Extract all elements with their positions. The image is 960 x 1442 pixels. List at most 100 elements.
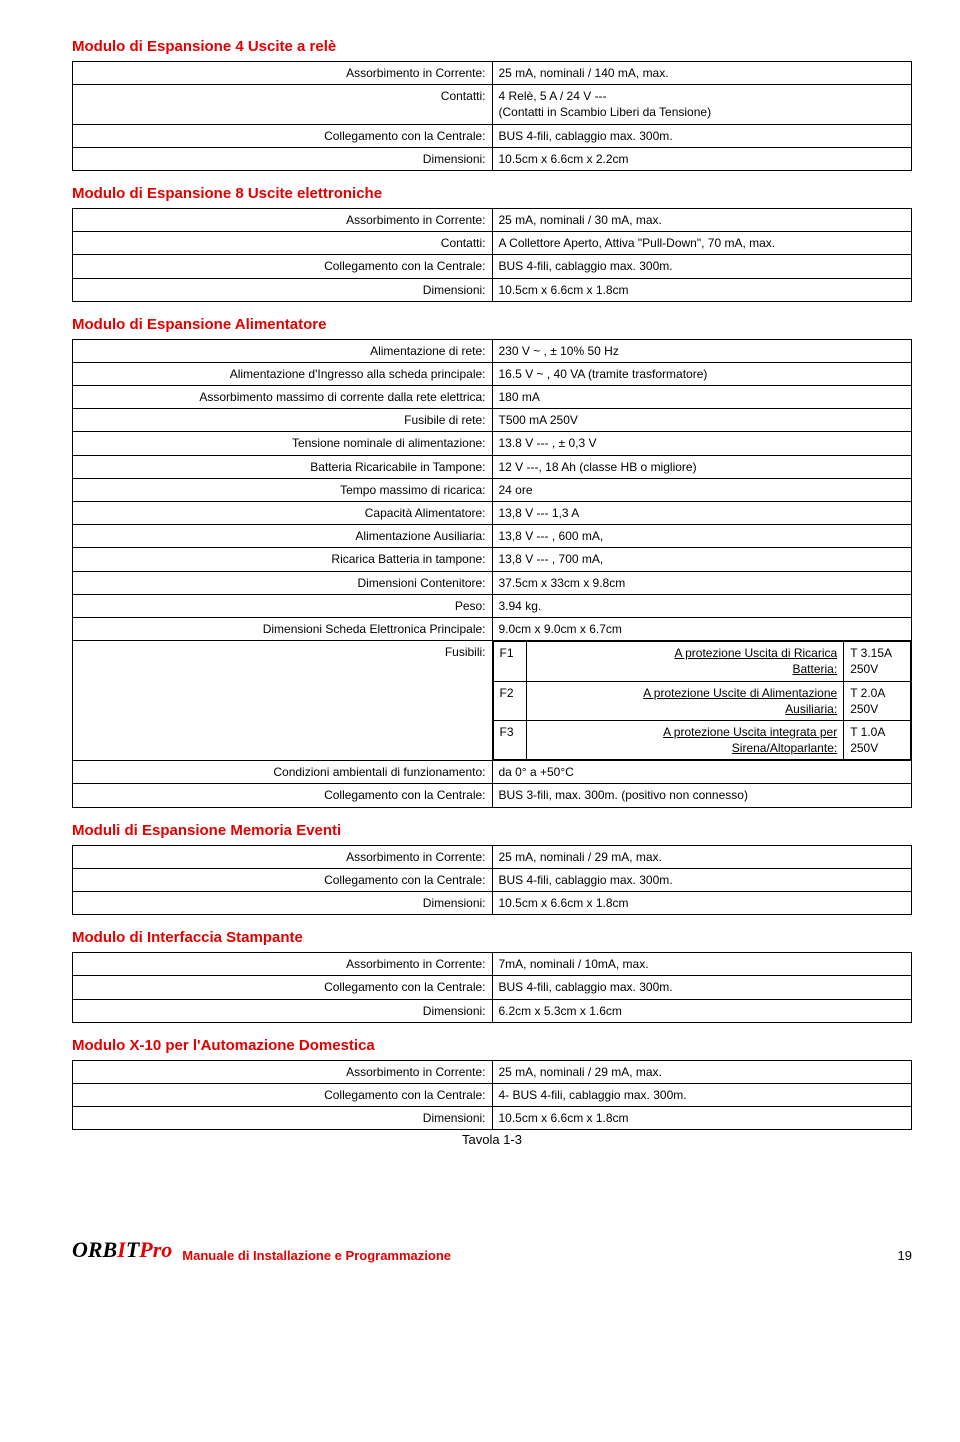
cell-value: 25 mA, nominali / 29 mA, max. xyxy=(492,1060,912,1083)
cell-value: BUS 4-fili, cablaggio max. 300m. xyxy=(492,255,912,278)
cell-value-fusibili: F1 A protezione Uscita di RicaricaBatter… xyxy=(492,641,912,761)
fusibile-desc: A protezione Uscita di RicaricaBatteria: xyxy=(526,642,843,681)
cell-value: BUS 4-fili, cablaggio max. 300m. xyxy=(492,124,912,147)
table-row: Assorbimento in Corrente:25 mA, nominali… xyxy=(73,208,912,231)
table-elettroniche: Assorbimento in Corrente:25 mA, nominali… xyxy=(72,208,912,302)
cell-value: 13,8 V --- , 700 mA, xyxy=(492,548,912,571)
cell-label-fusibili: Fusibili: xyxy=(73,641,493,761)
cell-label: Dimensioni: xyxy=(73,147,493,170)
cell-label: Contatti: xyxy=(73,85,493,124)
cell-value: T500 mA 250V xyxy=(492,409,912,432)
table-row: Tensione nominale di alimentazione:13.8 … xyxy=(73,432,912,455)
cell-label: Collegamento con la Centrale: xyxy=(73,255,493,278)
table-row: Condizioni ambientali di funzionamento:d… xyxy=(73,761,912,784)
footer-left: ORBITPro Manuale di Installazione e Prog… xyxy=(72,1237,451,1263)
cell-label: Alimentazione d'Ingresso alla scheda pri… xyxy=(73,362,493,385)
logo-part: T xyxy=(126,1237,139,1262)
cell-value: 10.5cm x 6.6cm x 1.8cm xyxy=(492,1107,912,1130)
cell-value: 3.94 kg. xyxy=(492,594,912,617)
table-row: Dimensioni Contenitore:37.5cm x 33cm x 9… xyxy=(73,571,912,594)
table-row: Alimentazione di rete:230 V ~ , ± 10% 50… xyxy=(73,339,912,362)
cell-value: 25 mA, nominali / 29 mA, max. xyxy=(492,845,912,868)
cell-label: Tensione nominale di alimentazione: xyxy=(73,432,493,455)
cell-value: 7mA, nominali / 10mA, max. xyxy=(492,953,912,976)
cell-label: Tempo massimo di ricarica: xyxy=(73,478,493,501)
page-number: 19 xyxy=(898,1248,912,1263)
cell-value: BUS 4-fili, cablaggio max. 300m. xyxy=(492,868,912,891)
cell-value: da 0° a +50°C xyxy=(492,761,912,784)
table-row: Collegamento con la Centrale:BUS 4-fili,… xyxy=(73,255,912,278)
table-row: Contatti:4 Relè, 5 A / 24 V --- (Contatt… xyxy=(73,85,912,124)
cell-label: Dimensioni: xyxy=(73,1107,493,1130)
fusibili-row: F2 A protezione Uscite di AlimentazioneA… xyxy=(493,681,911,720)
cell-label: Capacità Alimentatore: xyxy=(73,502,493,525)
table-alimentatore: Alimentazione di rete:230 V ~ , ± 10% 50… xyxy=(72,339,912,808)
cell-value: 4- BUS 4-fili, cablaggio max. 300m. xyxy=(492,1083,912,1106)
table-row: Contatti:A Collettore Aperto, Attiva "Pu… xyxy=(73,232,912,255)
section-title-stampante: Modulo di Interfaccia Stampante xyxy=(72,929,912,946)
section-title-rele: Modulo di Espansione 4 Uscite a relè xyxy=(72,38,912,55)
section-title-memoria: Moduli di Espansione Memoria Eventi xyxy=(72,822,912,839)
table-stampante: Assorbimento in Corrente:7mA, nominali /… xyxy=(72,952,912,1023)
cell-value: A Collettore Aperto, Attiva "Pull-Down",… xyxy=(492,232,912,255)
cell-label: Collegamento con la Centrale: xyxy=(73,976,493,999)
table-row: Collegamento con la Centrale:BUS 3-fili,… xyxy=(73,784,912,807)
table-row: Collegamento con la Centrale:BUS 4-fili,… xyxy=(73,976,912,999)
cell-value: 9.0cm x 9.0cm x 6.7cm xyxy=(492,617,912,640)
logo-part: ORB xyxy=(72,1237,117,1262)
table-row: Fusibili: F1 A protezione Uscita di Rica… xyxy=(73,641,912,761)
cell-value: 12 V ---, 18 Ah (classe HB o migliore) xyxy=(492,455,912,478)
fusibile-desc: A protezione Uscita integrata perSirena/… xyxy=(526,720,843,759)
fusibili-row: F1 A protezione Uscita di RicaricaBatter… xyxy=(493,642,911,681)
cell-label: Collegamento con la Centrale: xyxy=(73,124,493,147)
table-row: Dimensioni:10.5cm x 6.6cm x 1.8cm xyxy=(73,892,912,915)
cell-value: 13,8 V --- , 600 mA, xyxy=(492,525,912,548)
cell-label: Peso: xyxy=(73,594,493,617)
page-footer: ORBITPro Manuale di Installazione e Prog… xyxy=(72,1237,912,1263)
cell-value: 24 ore xyxy=(492,478,912,501)
cell-label: Dimensioni: xyxy=(73,999,493,1022)
cell-value: 16.5 V ~ , 40 VA (tramite trasformatore) xyxy=(492,362,912,385)
cell-label: Assorbimento in Corrente: xyxy=(73,1060,493,1083)
cell-value: 13.8 V --- , ± 0,3 V xyxy=(492,432,912,455)
footer-title: Manuale di Installazione e Programmazion… xyxy=(182,1248,451,1263)
fusibile-fn: F1 xyxy=(493,642,526,681)
table-row: Collegamento con la Centrale:4- BUS 4-fi… xyxy=(73,1083,912,1106)
cell-label: Assorbimento in Corrente: xyxy=(73,208,493,231)
cell-label: Alimentazione di rete: xyxy=(73,339,493,362)
cell-value: 25 mA, nominali / 30 mA, max. xyxy=(492,208,912,231)
table-row: Batteria Ricaricabile in Tampone:12 V --… xyxy=(73,455,912,478)
table-row: Fusibile di rete:T500 mA 250V xyxy=(73,409,912,432)
table-row: Assorbimento massimo di corrente dalla r… xyxy=(73,386,912,409)
table-row: Peso:3.94 kg. xyxy=(73,594,912,617)
table-caption: Tavola 1-3 xyxy=(72,1132,912,1147)
table-row: Dimensioni:6.2cm x 5.3cm x 1.6cm xyxy=(73,999,912,1022)
cell-value: 10.5cm x 6.6cm x 1.8cm xyxy=(492,278,912,301)
table-row: Assorbimento in Corrente:25 mA, nominali… xyxy=(73,1060,912,1083)
fusibile-fn: F2 xyxy=(493,681,526,720)
cell-value: 25 mA, nominali / 140 mA, max. xyxy=(492,62,912,85)
table-row: Capacità Alimentatore:13,8 V --- 1,3 A xyxy=(73,502,912,525)
cell-value: 180 mA xyxy=(492,386,912,409)
logo-part-red: Pro xyxy=(139,1237,172,1262)
cell-label: Collegamento con la Centrale: xyxy=(73,1083,493,1106)
cell-label: Contatti: xyxy=(73,232,493,255)
table-row: Dimensioni Scheda Elettronica Principale… xyxy=(73,617,912,640)
cell-value: 37.5cm x 33cm x 9.8cm xyxy=(492,571,912,594)
table-row: Collegamento con la Centrale:BUS 4-fili,… xyxy=(73,868,912,891)
section-title-alimentatore: Modulo di Espansione Alimentatore xyxy=(72,316,912,333)
fusibile-rating: T 3.15A 250V xyxy=(844,642,911,681)
cell-value: 4 Relè, 5 A / 24 V --- (Contatti in Scam… xyxy=(492,85,912,124)
table-row: Alimentazione Ausiliaria:13,8 V --- , 60… xyxy=(73,525,912,548)
cell-label: Dimensioni Scheda Elettronica Principale… xyxy=(73,617,493,640)
cell-value: 10.5cm x 6.6cm x 2.2cm xyxy=(492,147,912,170)
table-row: Dimensioni:10.5cm x 6.6cm x 1.8cm xyxy=(73,278,912,301)
cell-label: Dimensioni: xyxy=(73,278,493,301)
cell-label: Assorbimento in Corrente: xyxy=(73,62,493,85)
fusibile-rating: T 2.0A 250V xyxy=(844,681,911,720)
cell-value: BUS 4-fili, cablaggio max. 300m. xyxy=(492,976,912,999)
cell-value: 10.5cm x 6.6cm x 1.8cm xyxy=(492,892,912,915)
cell-label: Fusibile di rete: xyxy=(73,409,493,432)
cell-value: BUS 3-fili, max. 300m. (positivo non con… xyxy=(492,784,912,807)
cell-label: Assorbimento in Corrente: xyxy=(73,953,493,976)
